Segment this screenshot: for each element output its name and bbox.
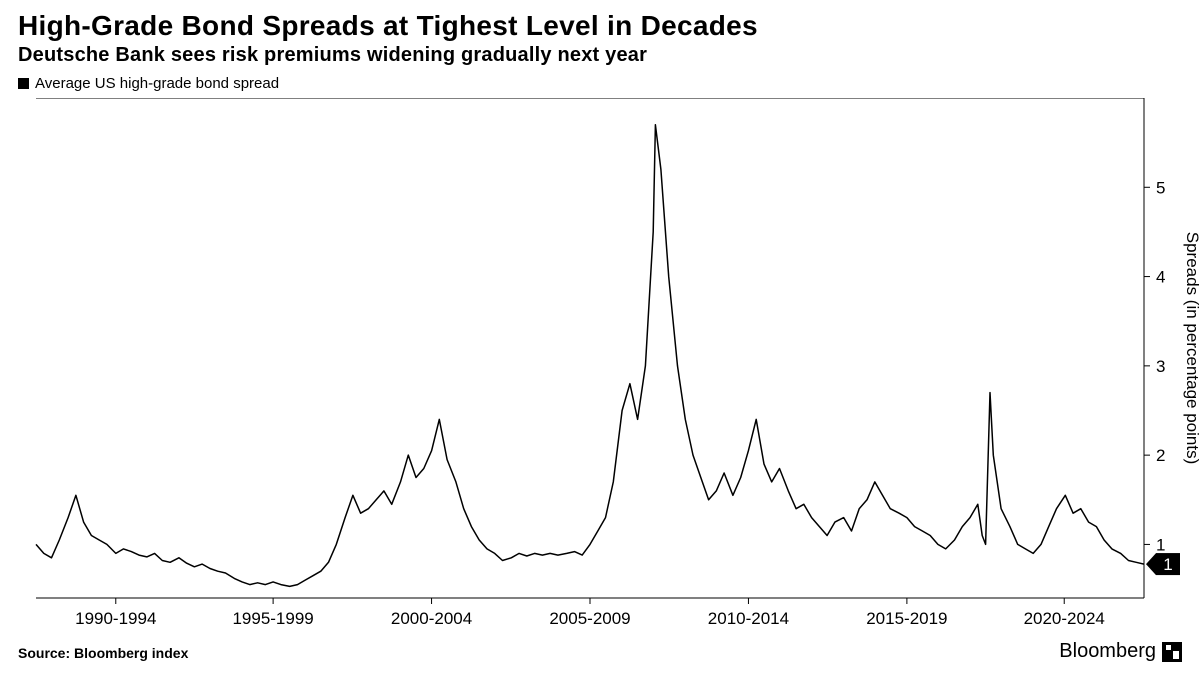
svg-text:4: 4	[1156, 268, 1165, 287]
svg-text:2000-2004: 2000-2004	[391, 609, 472, 628]
svg-text:1995-1999: 1995-1999	[232, 609, 313, 628]
brand-logo-icon	[1162, 642, 1182, 662]
svg-text:1: 1	[1163, 555, 1172, 574]
svg-text:1: 1	[1156, 536, 1165, 555]
svg-text:2010-2014: 2010-2014	[708, 609, 789, 628]
source-text: Source: Bloomberg index	[18, 645, 188, 661]
legend: Average US high-grade bond spread	[18, 75, 1182, 92]
brand-text: Bloomberg	[1059, 640, 1156, 663]
brand: Bloomberg	[1059, 640, 1182, 663]
legend-label: Average US high-grade bond spread	[35, 75, 279, 92]
legend-swatch	[18, 78, 29, 89]
svg-text:2020-2024: 2020-2024	[1024, 609, 1105, 628]
svg-text:1990-1994: 1990-1994	[75, 609, 156, 628]
svg-text:2005-2009: 2005-2009	[549, 609, 630, 628]
svg-text:5: 5	[1156, 178, 1165, 197]
svg-text:2015-2019: 2015-2019	[866, 609, 947, 628]
chart-svg: 1 2 3 4 5 1990-1994 1995-1999 2000-2004 2005-200…	[18, 98, 1182, 638]
y-axis-label: Spreads (in percentage points)	[1182, 232, 1200, 464]
chart-title: High-Grade Bond Spreads at Tighest Level…	[18, 10, 1182, 42]
svg-text:2: 2	[1156, 446, 1165, 465]
chart-area: 1 2 3 4 5 1990-1994 1995-1999 2000-2004 2005-200…	[18, 98, 1182, 643]
svg-text:3: 3	[1156, 357, 1165, 376]
chart-subtitle: Deutsche Bank sees risk premiums widenin…	[18, 44, 1182, 67]
